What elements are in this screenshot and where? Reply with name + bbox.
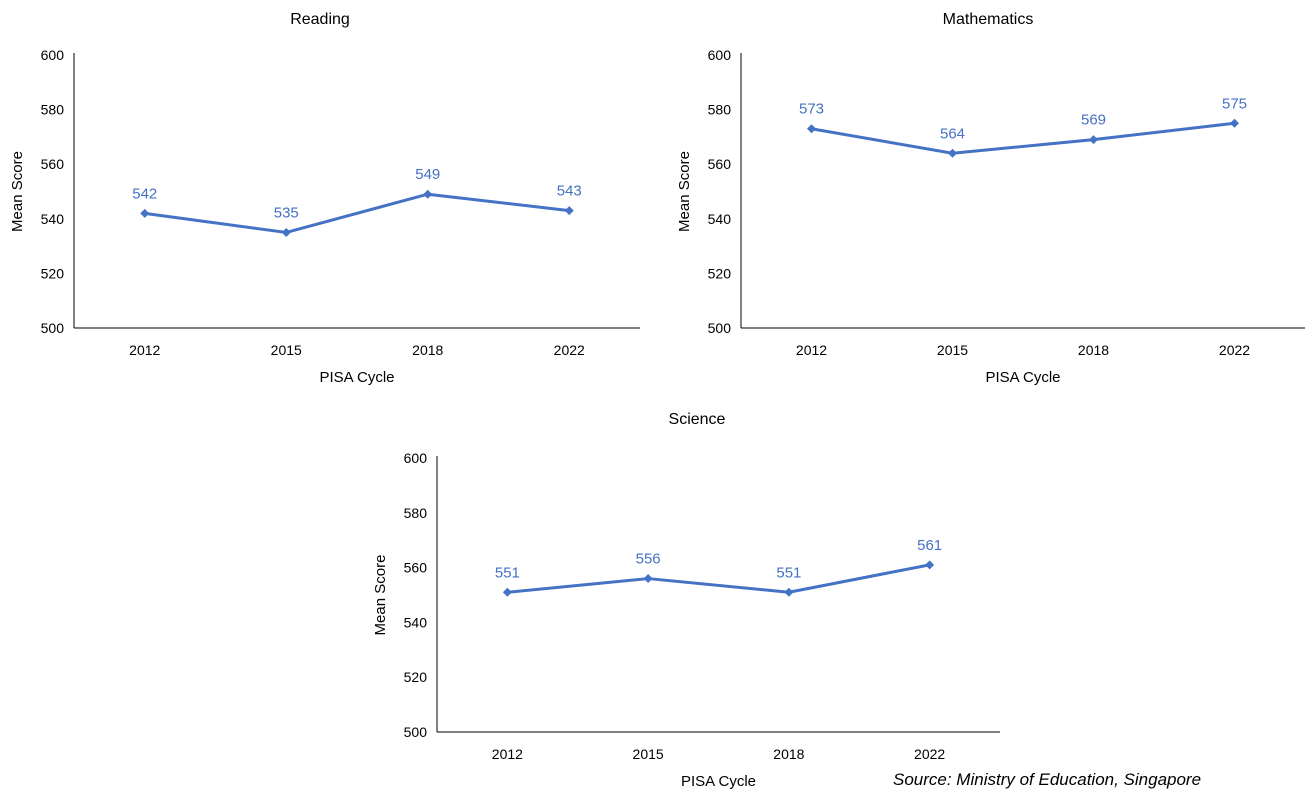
data-point (807, 124, 816, 134)
data-label: 556 (636, 551, 661, 568)
chart-title: Science (669, 411, 726, 428)
y-axis-label: Mean Score (372, 555, 389, 636)
y-tick-label: 560 (708, 156, 732, 172)
science-chart: Science 500 520 540 560 580 600 2012 2015 2018 202… (372, 411, 1000, 790)
y-tick-label: 540 (41, 211, 65, 227)
y-tick-label: 600 (404, 450, 428, 466)
x-tick-label: 2022 (554, 342, 585, 358)
x-tick-label: 2012 (492, 746, 523, 762)
data-label: 551 (776, 564, 801, 581)
x-axis-label: PISA Cycle (319, 369, 394, 386)
x-tick-label: 2012 (796, 342, 827, 358)
y-axis-label: Mean Score (676, 151, 693, 232)
series-line (507, 563, 930, 594)
x-tick-label: 2022 (1219, 342, 1250, 358)
y-tick-label: 600 (708, 47, 732, 63)
data-point (564, 206, 574, 216)
source-note: Source: Ministry of Education, Singapore (893, 770, 1202, 789)
data-label: 542 (132, 185, 157, 202)
data-label: 551 (495, 564, 520, 581)
series-line (811, 121, 1235, 155)
data-point (502, 587, 512, 597)
x-tick-label: 2015 (937, 342, 968, 358)
x-tick-label: 2018 (773, 746, 804, 762)
data-point (140, 208, 150, 218)
y-tick-label: 560 (41, 156, 65, 172)
data-label: 561 (917, 537, 942, 554)
y-tick-label: 520 (404, 669, 428, 685)
x-tick-label: 2015 (271, 342, 302, 358)
y-tick-label: 500 (708, 320, 732, 336)
y-tick-label: 540 (404, 614, 428, 630)
data-point (948, 148, 957, 158)
y-tick-label: 600 (41, 47, 65, 63)
data-point (1230, 118, 1239, 128)
y-tick-label: 520 (41, 265, 65, 281)
data-point (423, 189, 433, 199)
y-tick-label: 580 (708, 102, 732, 118)
data-label: 549 (415, 166, 440, 183)
y-tick-label: 520 (708, 265, 732, 281)
mathematics-chart: Mathematics 500 520 540 560 580 600 2012 2015 201… (676, 11, 1305, 386)
data-label: 543 (557, 183, 582, 200)
x-tick-label: 2012 (129, 342, 160, 358)
data-point (925, 560, 935, 570)
y-tick-label: 500 (404, 724, 428, 740)
x-axis-label: PISA Cycle (681, 773, 756, 790)
x-tick-label: 2015 (633, 746, 664, 762)
series-line (144, 192, 570, 234)
x-tick-label: 2018 (1078, 342, 1109, 358)
data-label: 535 (274, 204, 299, 221)
y-tick-label: 540 (708, 211, 732, 227)
reading-chart: Reading 500 520 540 560 580 600 2012 2015 2018 202… (9, 11, 640, 386)
chart-title: Reading (290, 11, 350, 28)
y-tick-label: 560 (404, 560, 428, 576)
y-tick-label: 580 (404, 505, 428, 521)
data-label: 564 (940, 125, 965, 142)
data-point (784, 587, 794, 597)
data-point (643, 574, 653, 584)
data-label: 573 (799, 101, 824, 118)
data-point (1089, 135, 1098, 145)
data-label: 575 (1222, 95, 1247, 112)
x-tick-label: 2022 (914, 746, 945, 762)
x-tick-label: 2018 (412, 342, 443, 358)
data-point (281, 227, 291, 237)
chart-title: Mathematics (943, 11, 1034, 28)
data-label: 569 (1081, 112, 1106, 129)
y-tick-label: 580 (41, 102, 65, 118)
y-tick-label: 500 (41, 320, 65, 336)
y-axis-label: Mean Score (9, 151, 26, 232)
x-axis-label: PISA Cycle (985, 369, 1060, 386)
